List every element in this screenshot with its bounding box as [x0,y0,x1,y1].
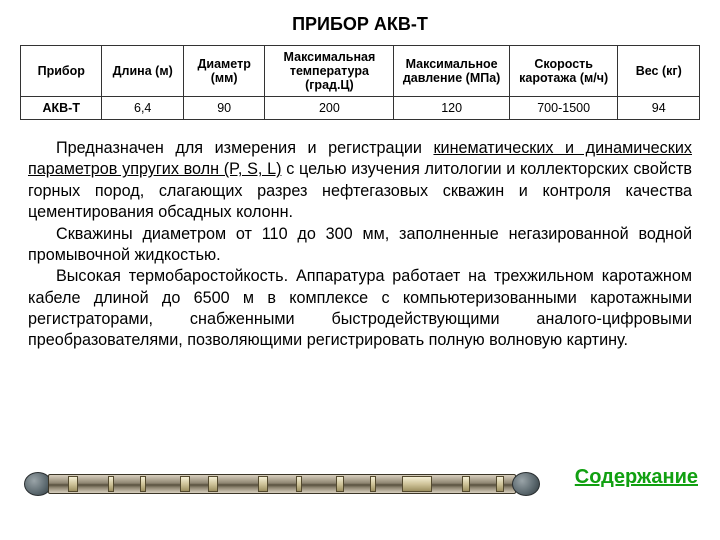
tool-band [336,476,344,492]
tool-gap [120,476,134,492]
col-weight: Вес (кг) [618,46,700,97]
tool-gap [274,476,290,492]
paragraph-2: Скважины диаметром от 110 до 300 мм, зап… [28,224,692,267]
tool-gap [196,476,202,492]
table-header-row: Прибор Длина (м) Диаметр (мм) Максимальн… [21,46,700,97]
tool-gap [438,476,456,492]
tool-band [140,476,146,492]
table-row: АКВ-Т 6,4 90 200 120 700-1500 94 [21,97,700,120]
col-diameter: Диаметр (мм) [183,46,264,97]
tool-band [258,476,268,492]
cell-length: 6,4 [102,97,183,120]
tool-band [496,476,504,492]
cell-max-pressure: 120 [394,97,509,120]
cell-max-temp: 200 [265,97,394,120]
tool-band [402,476,432,492]
device-illustration-row: Содержание [0,462,720,506]
tool-band [180,476,190,492]
contents-link[interactable]: Содержание [575,466,698,489]
col-length: Длина (м) [102,46,183,97]
tool-gap [382,476,396,492]
cell-weight: 94 [618,97,700,120]
col-max-temp: Максимальная температура (град.Ц) [265,46,394,97]
tool-band [296,476,302,492]
tool-gap [224,476,252,492]
description-text: Предназначен для измерения и регистрации… [0,138,720,352]
tool-gap [152,476,174,492]
cell-device: АКВ-Т [21,97,102,120]
tool-gap [476,476,490,492]
tool-band [370,476,376,492]
paragraph-3: Высокая термобаростойкость. Аппаратура р… [28,266,692,352]
tool-gap [84,476,102,492]
col-max-pressure: Максимальное давление (МПа) [394,46,509,97]
tool-gap [350,476,364,492]
logging-tool-illustration [24,470,540,498]
cell-log-speed: 700-1500 [509,97,618,120]
paragraph-1: Предназначен для измерения и регистрации… [28,138,692,224]
cell-diameter: 90 [183,97,264,120]
tool-bands [68,476,502,492]
p1-lead: Предназначен для измерения и регистрации [56,139,433,157]
col-log-speed: Скорость каротажа (м/ч) [509,46,618,97]
col-device: Прибор [21,46,102,97]
tool-band [108,476,114,492]
tool-endcap-right [512,472,540,496]
spec-table: Прибор Длина (м) Диаметр (мм) Максимальн… [20,45,700,120]
tool-band [208,476,218,492]
tool-gap [308,476,330,492]
tool-band [462,476,470,492]
tool-band [68,476,78,492]
page-title: ПРИБОР АКВ-Т [0,0,720,45]
